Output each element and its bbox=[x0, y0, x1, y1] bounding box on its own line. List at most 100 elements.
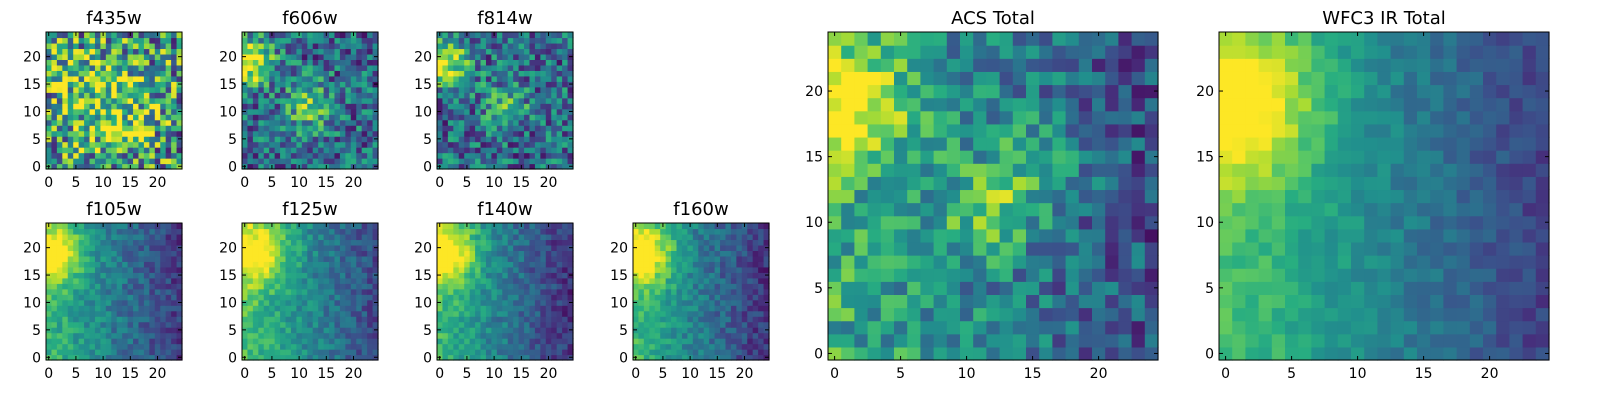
heatmap-cell bbox=[116, 266, 123, 273]
heatmap-cell bbox=[453, 108, 460, 115]
heatmap-cell bbox=[171, 81, 178, 88]
heatmap-cell bbox=[100, 130, 107, 137]
y-tick-label: 0 bbox=[423, 159, 432, 175]
heatmap-cell bbox=[350, 316, 357, 323]
heatmap-cell bbox=[84, 136, 91, 143]
heatmap-cell bbox=[709, 228, 716, 235]
heatmap-cell bbox=[986, 333, 1001, 348]
heatmap-cell bbox=[447, 53, 454, 60]
heatmap-cell bbox=[160, 316, 167, 323]
heatmap-cell bbox=[171, 272, 178, 279]
y-tick-label: 0 bbox=[228, 159, 237, 175]
heatmap-cell bbox=[660, 316, 667, 323]
heatmap-cell bbox=[714, 349, 721, 356]
heatmap-cell bbox=[491, 244, 498, 251]
heatmap-cell bbox=[100, 349, 107, 356]
heatmap-cell bbox=[567, 75, 574, 82]
heatmap-cell bbox=[736, 321, 743, 328]
heatmap-cell bbox=[165, 59, 172, 66]
heatmap-cell bbox=[464, 239, 471, 246]
heatmap-cell bbox=[367, 130, 374, 137]
heatmap-cell bbox=[356, 42, 363, 50]
heatmap-cell bbox=[676, 299, 683, 306]
heatmap-cell bbox=[356, 299, 363, 306]
heatmap-cell bbox=[920, 281, 935, 295]
heatmap-cell bbox=[372, 283, 379, 290]
heatmap-cell bbox=[458, 354, 465, 361]
heatmap-cell bbox=[78, 223, 85, 230]
heatmap-cell bbox=[671, 316, 678, 323]
heatmap-cell bbox=[491, 125, 498, 132]
heatmap-cell bbox=[660, 283, 667, 290]
heatmap-cell bbox=[67, 332, 74, 339]
heatmap-cell bbox=[540, 125, 547, 132]
heatmap-cell bbox=[894, 215, 908, 230]
heatmap-cell bbox=[51, 299, 58, 306]
heatmap-cell bbox=[94, 349, 101, 356]
heatmap-cell bbox=[263, 158, 270, 165]
heatmap-cell bbox=[329, 48, 336, 55]
heatmap-cell bbox=[84, 97, 91, 104]
heatmap-cell bbox=[111, 266, 118, 273]
heatmap-cell bbox=[946, 255, 961, 269]
heatmap-cell bbox=[111, 48, 118, 55]
heatmap-cell bbox=[116, 299, 123, 306]
y-tick-label: 10 bbox=[219, 295, 237, 311]
heatmap-cell bbox=[62, 343, 69, 350]
heatmap-cell bbox=[127, 103, 134, 110]
heatmap-cell bbox=[545, 136, 552, 143]
heatmap-cell bbox=[458, 136, 465, 143]
heatmap-cell bbox=[56, 81, 63, 88]
heatmap-cell bbox=[269, 310, 276, 317]
heatmap-cell bbox=[171, 108, 178, 115]
heatmap-cell bbox=[263, 338, 270, 345]
heatmap-cell bbox=[73, 294, 80, 301]
heatmap-cell bbox=[312, 349, 319, 356]
heatmap-cell bbox=[496, 119, 503, 126]
heatmap-cell bbox=[1078, 255, 1093, 269]
heatmap-cell bbox=[334, 228, 341, 235]
heatmap-cell bbox=[143, 244, 150, 251]
heatmap-cell bbox=[149, 299, 156, 306]
heatmap-cell bbox=[269, 305, 276, 312]
heatmap-cell bbox=[725, 332, 732, 339]
heatmap-cell bbox=[84, 108, 91, 115]
heatmap-cell bbox=[763, 228, 770, 235]
heatmap-cell bbox=[880, 241, 895, 256]
heatmap-cell bbox=[285, 92, 292, 99]
heatmap-cell bbox=[149, 321, 156, 328]
heatmap-cell bbox=[258, 119, 265, 126]
heatmap-cell bbox=[447, 310, 454, 317]
heatmap-cell bbox=[345, 310, 352, 317]
heatmap-cell bbox=[447, 75, 454, 82]
heatmap-cell bbox=[556, 37, 563, 44]
heatmap-cell bbox=[502, 223, 509, 230]
heatmap-cell bbox=[133, 272, 140, 279]
heatmap-cell bbox=[367, 42, 374, 50]
heatmap-cell bbox=[94, 103, 101, 110]
heatmap-cell bbox=[116, 59, 123, 66]
heatmap-cell bbox=[556, 261, 563, 268]
heatmap-cell bbox=[84, 32, 91, 39]
heatmap-cell bbox=[1092, 176, 1106, 191]
heatmap-cell bbox=[654, 277, 661, 284]
heatmap-cell bbox=[513, 37, 520, 44]
heatmap-cell bbox=[138, 163, 145, 170]
heatmap-cell bbox=[100, 81, 107, 88]
heatmap-cell bbox=[46, 59, 53, 66]
heatmap-cell bbox=[867, 346, 882, 361]
heatmap-cell bbox=[437, 119, 444, 126]
heatmap-cell bbox=[491, 64, 498, 71]
heatmap-cell bbox=[485, 299, 492, 306]
heatmap-cell bbox=[437, 338, 444, 345]
heatmap-cell bbox=[687, 244, 694, 251]
heatmap-cell bbox=[176, 349, 183, 356]
heatmap-cell bbox=[312, 53, 319, 60]
heatmap-cell bbox=[312, 97, 319, 104]
heatmap-cell bbox=[138, 92, 145, 99]
heatmap-cell bbox=[453, 37, 460, 44]
heatmap-cell bbox=[507, 152, 514, 159]
heatmap-cell bbox=[312, 283, 319, 290]
heatmap-cell bbox=[562, 37, 569, 44]
heatmap-cell bbox=[105, 136, 112, 143]
